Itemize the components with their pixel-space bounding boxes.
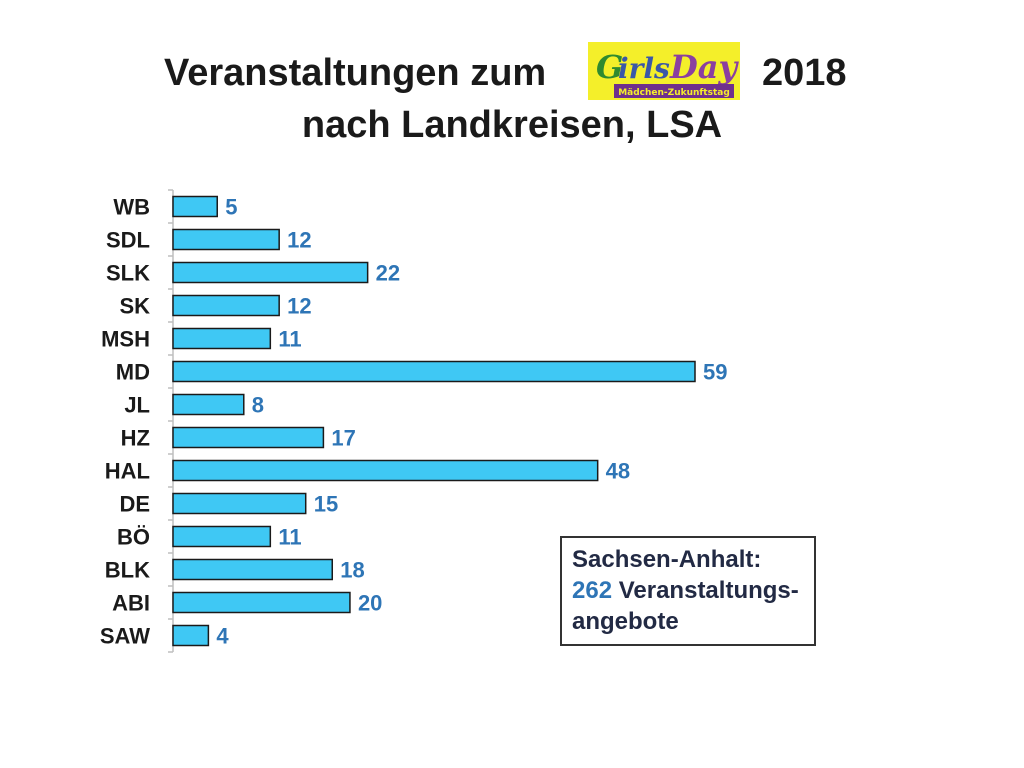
value-label: 11 xyxy=(278,525,301,550)
bar xyxy=(172,591,351,614)
category-label: BÖ xyxy=(117,525,150,550)
value-label: 8 xyxy=(252,393,264,418)
bar xyxy=(172,393,245,416)
value-label: 4 xyxy=(216,624,229,649)
category-label: BLK xyxy=(105,558,150,583)
bar xyxy=(172,558,334,581)
bar xyxy=(172,624,210,647)
category-label: SAW xyxy=(100,624,150,649)
girlsday-logo: G irls Day Mädchen-Zukunftstag xyxy=(588,42,740,100)
svg-text:Day: Day xyxy=(669,48,739,86)
summary-line1: Sachsen-Anhalt: xyxy=(572,546,762,573)
value-label: 48 xyxy=(606,459,630,484)
category-label: MSH xyxy=(101,327,150,352)
bar xyxy=(172,459,599,482)
svg-text:G: G xyxy=(596,48,623,86)
bar xyxy=(172,195,218,218)
bar xyxy=(172,492,307,515)
summary-box: Sachsen-Anhalt: 262 Veranstaltungs- ange… xyxy=(560,536,816,646)
value-label: 12 xyxy=(287,228,311,253)
value-label: 15 xyxy=(314,492,338,517)
category-label: MD xyxy=(116,360,150,385)
category-label: SLK xyxy=(106,261,150,286)
value-label: 22 xyxy=(376,261,400,286)
value-label: 18 xyxy=(340,558,364,583)
title-line2: nach Landkreisen, LSA xyxy=(301,104,723,146)
bar xyxy=(172,327,272,350)
bar xyxy=(172,294,280,317)
category-label: SDL xyxy=(106,228,150,253)
value-label: 20 xyxy=(358,591,382,616)
bar xyxy=(172,228,280,251)
value-label: 17 xyxy=(331,426,355,451)
bar xyxy=(172,261,369,284)
summary-line2-text: Veranstaltungs- xyxy=(612,577,799,604)
value-label: 59 xyxy=(703,360,727,385)
value-label: 12 xyxy=(287,294,311,319)
category-label: HAL xyxy=(105,459,150,484)
category-label: HZ xyxy=(121,426,150,451)
svg-text:irls: irls xyxy=(618,52,670,85)
title-part1: Veranstaltungen zum xyxy=(164,52,547,94)
title-year: 2018 xyxy=(762,52,847,94)
category-label: WB xyxy=(113,195,150,220)
bar xyxy=(172,525,272,548)
category-label: DE xyxy=(119,492,150,517)
value-label: 5 xyxy=(225,195,237,220)
value-label: 11 xyxy=(278,327,301,352)
category-label: JL xyxy=(124,393,150,418)
summary-line3: angebote xyxy=(572,608,679,635)
category-label: ABI xyxy=(112,591,150,616)
chart-title: Veranstaltungen zum 2018 nach Landkreise… xyxy=(0,0,1024,160)
category-label: SK xyxy=(119,294,150,319)
summary-total: 262 xyxy=(572,577,613,604)
summary-line2: 262 Veranstaltungs- xyxy=(572,575,804,606)
bar xyxy=(172,426,325,449)
svg-text:Mädchen-Zukunftstag: Mädchen-Zukunftstag xyxy=(618,88,730,98)
bar xyxy=(172,360,696,383)
